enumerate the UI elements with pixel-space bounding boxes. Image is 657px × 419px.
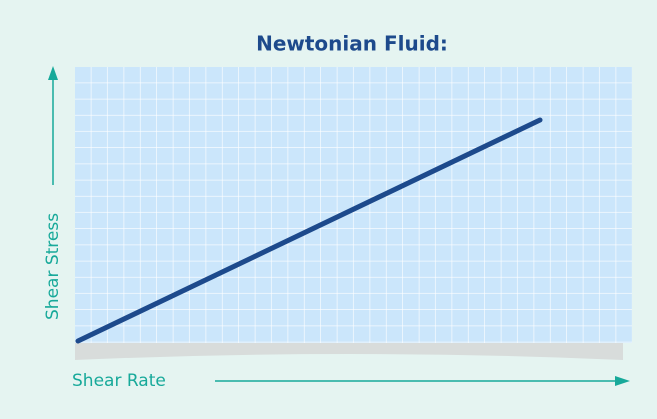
y-arrow-head [48,66,58,80]
x-arrow-head [615,376,630,386]
y-axis-label: Shear Stress [43,213,63,320]
title: Newtonian Fluid: [256,32,448,56]
x-axis-label: Shear Rate [72,371,166,391]
trend-line [75,117,543,344]
